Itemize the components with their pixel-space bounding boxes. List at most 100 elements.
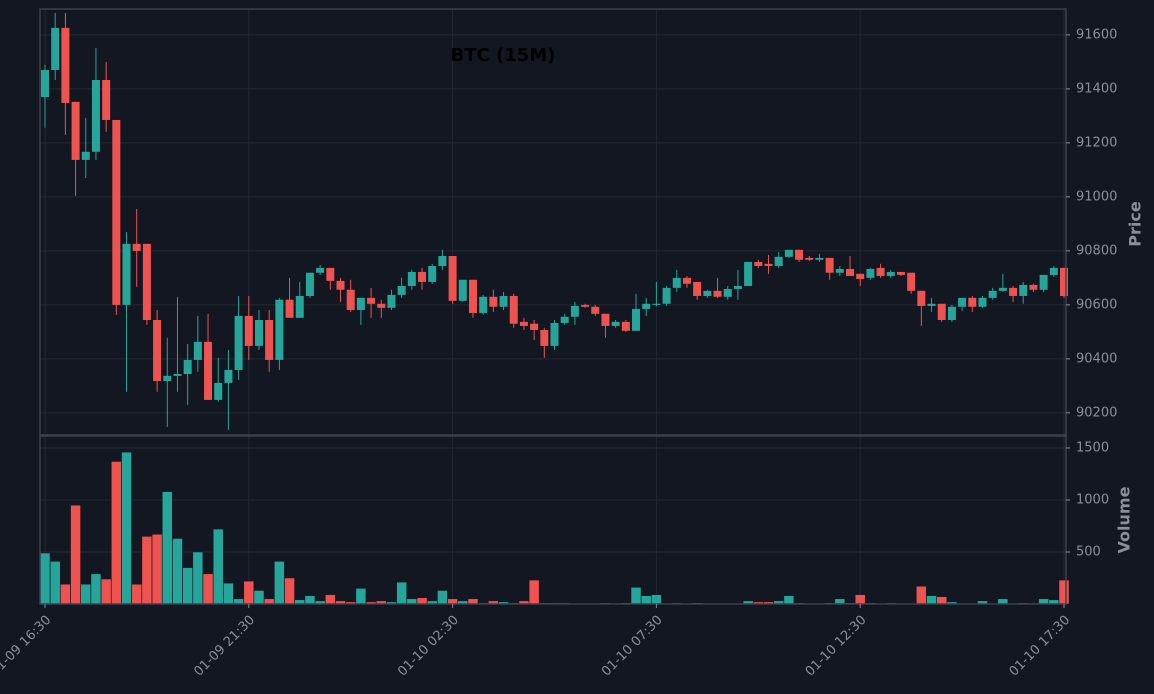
- y-tick-label: 91600: [1076, 27, 1117, 42]
- candle-body: [815, 257, 824, 260]
- candle-body: [560, 316, 569, 323]
- candle-body: [295, 295, 304, 318]
- candle-body: [1019, 284, 1028, 296]
- volume-bar: [783, 595, 795, 605]
- candle-body: [499, 295, 508, 307]
- volume-bar: [406, 598, 418, 605]
- candle-body: [275, 299, 284, 360]
- volume-bar: [437, 590, 448, 605]
- volume-bar: [1058, 579, 1070, 605]
- candle-body: [122, 243, 131, 305]
- candle-body: [652, 303, 661, 305]
- candle-body: [81, 151, 90, 160]
- candle-body: [468, 279, 477, 313]
- y-tick-label: 91400: [1076, 81, 1117, 96]
- candle-body: [856, 273, 865, 279]
- volume-bar: [111, 461, 122, 605]
- candle-body: [693, 281, 702, 296]
- y-tick-label: 90600: [1076, 297, 1117, 312]
- candle-body: [876, 267, 885, 276]
- candle-body: [132, 243, 141, 251]
- volume-bar: [172, 538, 183, 605]
- y-tick-label: 90400: [1076, 351, 1117, 366]
- volume-bar: [49, 561, 61, 605]
- candle-body: [703, 290, 712, 296]
- volume-bar: [182, 567, 193, 605]
- volume-bar: [233, 598, 244, 605]
- candle-body: [285, 299, 294, 318]
- volume-bar: [162, 491, 173, 605]
- volume-bar: [121, 451, 132, 605]
- candle-body: [917, 290, 926, 306]
- candle-body: [937, 303, 946, 320]
- candle-body: [61, 27, 70, 103]
- volume-bar: [90, 573, 102, 605]
- volume-bar: [416, 597, 428, 605]
- candle-body: [733, 285, 742, 289]
- volume-bar: [916, 586, 927, 605]
- candle-body: [591, 306, 600, 314]
- volume-bar: [151, 534, 163, 605]
- candle-body: [479, 296, 488, 313]
- candle-body: [754, 261, 763, 267]
- candle-body: [530, 323, 539, 330]
- candle-body: [723, 288, 732, 297]
- volume-bar: [192, 551, 204, 605]
- candle-body: [377, 303, 386, 308]
- volume-bar: [131, 583, 142, 605]
- volume-bar: [447, 598, 458, 605]
- candle-body: [550, 322, 559, 346]
- candle-body: [41, 70, 49, 98]
- candle-body: [1009, 287, 1018, 296]
- candle-body: [1049, 267, 1058, 275]
- candle-body: [988, 290, 997, 298]
- candle-body: [91, 80, 100, 152]
- volume-bar: [263, 598, 275, 605]
- candle-body: [927, 303, 936, 306]
- candle-body: [224, 369, 233, 383]
- candle-body: [234, 315, 243, 370]
- volume-bar: [1038, 598, 1049, 605]
- candle-body: [764, 263, 773, 267]
- candle-body: [907, 272, 916, 291]
- volume-bar: [834, 598, 846, 605]
- volume-bar: [936, 596, 947, 605]
- y-tick-label: 91000: [1076, 189, 1117, 204]
- candle-body: [896, 271, 905, 275]
- chart-title: BTC (15M): [451, 45, 556, 66]
- candle-body: [978, 297, 987, 307]
- volume-bar: [355, 588, 367, 605]
- grid: [40, 9, 1066, 604]
- volume-bar: [926, 595, 937, 605]
- candle-body: [193, 341, 202, 360]
- candle-body: [336, 280, 345, 290]
- volume-bar: [100, 578, 112, 605]
- candle-body: [1029, 284, 1038, 290]
- candle-body: [1039, 274, 1048, 290]
- candle-body: [642, 303, 651, 309]
- candle-body: [662, 287, 671, 304]
- candle-body: [682, 277, 691, 284]
- candle-body: [244, 315, 253, 346]
- candle-body: [795, 249, 804, 260]
- candle-body: [611, 321, 620, 326]
- volume-bar: [640, 595, 652, 605]
- candle-body: [968, 297, 977, 307]
- candle-body: [407, 271, 416, 286]
- volume-bar: [467, 598, 479, 605]
- candle-body: [958, 297, 967, 307]
- candle-body: [601, 313, 610, 326]
- volume-bar: [202, 573, 214, 605]
- volume-bar: [651, 594, 662, 605]
- volume-bar: [253, 590, 265, 605]
- y-tick-label: 90200: [1076, 405, 1117, 420]
- volume-bar: [396, 581, 407, 605]
- volume-bar: [528, 579, 540, 605]
- candle-body: [1060, 267, 1068, 296]
- candle-body: [846, 268, 855, 276]
- candle-body: [326, 267, 335, 281]
- candle-body: [805, 257, 814, 260]
- candle-body: [744, 261, 753, 286]
- candle-body: [713, 290, 722, 297]
- candle-body: [367, 297, 376, 304]
